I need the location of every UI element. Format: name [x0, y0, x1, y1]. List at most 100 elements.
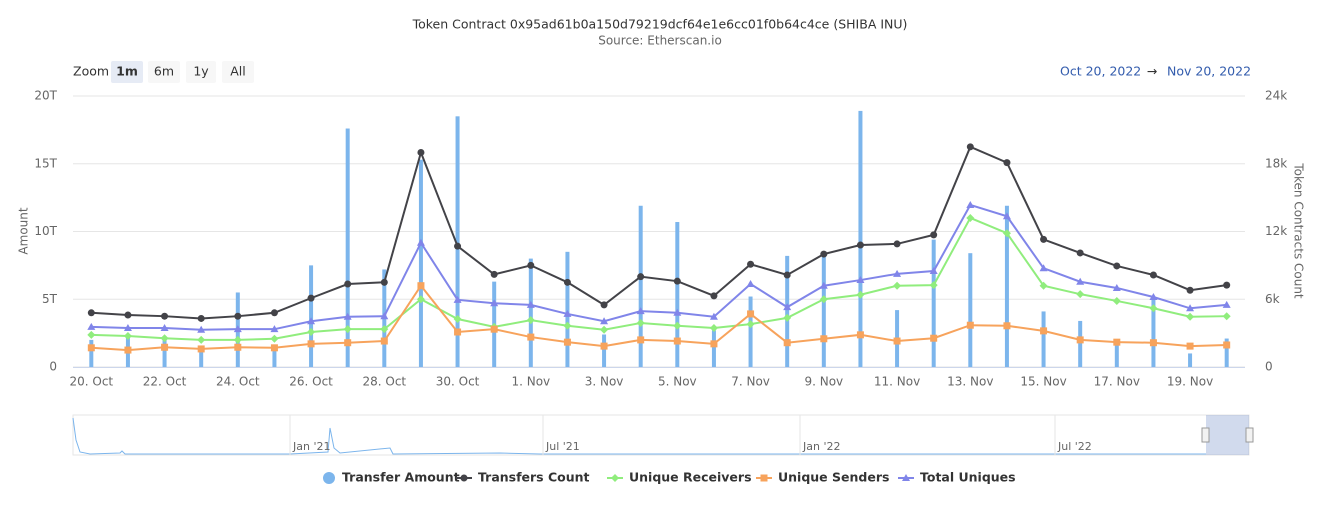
marker — [416, 238, 425, 246]
bar — [675, 222, 680, 367]
bar — [309, 265, 314, 367]
x-tick-label: 5. Nov — [658, 375, 697, 389]
legend-label[interactable]: Total Uniques — [920, 470, 1016, 485]
zoom-button-label: 1y — [193, 64, 209, 79]
zoom-button[interactable] — [111, 61, 143, 83]
marker — [600, 342, 608, 350]
marker — [527, 261, 535, 269]
navigator-handle[interactable] — [1201, 427, 1210, 443]
marker — [1002, 229, 1011, 238]
marker — [380, 278, 388, 286]
marker — [673, 321, 682, 330]
marker — [87, 309, 95, 317]
marker — [600, 301, 608, 309]
marker — [746, 280, 755, 288]
marker — [856, 241, 864, 249]
marker — [344, 280, 352, 288]
marker — [307, 294, 315, 302]
marker — [380, 312, 389, 320]
x-tick-label: 1. Nov — [511, 375, 550, 389]
marker — [710, 292, 718, 300]
y-tick-label: 5T — [42, 292, 58, 306]
legend-label[interactable]: Unique Receivers — [629, 470, 752, 485]
marker — [563, 278, 571, 286]
marker — [1076, 249, 1084, 257]
marker — [563, 338, 571, 346]
marker — [460, 474, 468, 482]
marker — [600, 317, 609, 325]
marker — [747, 310, 755, 318]
marker — [820, 335, 828, 343]
marker — [929, 267, 938, 275]
bar — [455, 116, 460, 367]
legend-label[interactable]: Unique Senders — [778, 470, 889, 485]
marker — [1002, 212, 1011, 220]
bar — [565, 251, 570, 367]
marker — [490, 325, 498, 333]
zoom-button[interactable] — [222, 61, 254, 83]
bar — [345, 128, 350, 367]
navigator-label: Jul '22 — [1057, 440, 1092, 453]
marker — [710, 340, 718, 348]
zoom-label: Zoom — [73, 64, 109, 79]
x-tick-label: 19. Nov — [1167, 375, 1213, 389]
marker — [270, 334, 279, 343]
marker — [902, 474, 910, 481]
marker — [417, 282, 425, 290]
line — [91, 216, 1227, 341]
marker — [929, 281, 938, 290]
marker — [307, 327, 316, 336]
bar — [821, 254, 826, 367]
bar — [602, 334, 607, 367]
marker — [197, 335, 206, 344]
bar — [858, 110, 863, 367]
marker — [1039, 281, 1048, 290]
marker — [966, 321, 974, 329]
bar — [968, 253, 973, 367]
bar — [748, 296, 753, 367]
marker — [1039, 264, 1048, 272]
navigator-handle[interactable] — [1245, 427, 1254, 443]
marker — [527, 333, 535, 341]
marker — [783, 271, 791, 279]
range-to: Nov 20, 2022 — [1167, 64, 1251, 79]
legend-label[interactable]: Transfer Amount — [342, 470, 460, 485]
zoom-button[interactable] — [186, 61, 216, 83]
marker — [893, 337, 901, 345]
zoom-button[interactable] — [148, 61, 180, 83]
marker — [453, 295, 462, 303]
navigator-selection[interactable] — [1206, 415, 1249, 455]
legend-symbol — [323, 472, 335, 484]
marker — [454, 328, 462, 336]
bar — [272, 346, 277, 367]
marker — [526, 300, 535, 308]
chart-title: Token Contract 0x95ad61b0a150d79219dcf64… — [412, 17, 908, 32]
x-tick-label: 7. Nov — [731, 375, 770, 389]
marker — [234, 343, 242, 351]
y2-tick-label: 0 — [1265, 360, 1273, 374]
series — [87, 282, 1231, 354]
y2-axis-title: Token Contracts Count — [1292, 162, 1306, 299]
marker — [746, 320, 755, 329]
marker — [526, 316, 535, 325]
marker — [161, 312, 169, 320]
marker — [1003, 159, 1011, 167]
marker — [233, 325, 242, 333]
marker — [636, 307, 645, 315]
bar — [785, 255, 790, 367]
marker — [1149, 271, 1157, 279]
marker — [160, 324, 169, 332]
bar — [1114, 339, 1119, 367]
marker — [123, 331, 132, 340]
marker — [1149, 292, 1158, 300]
marker — [1186, 304, 1195, 312]
y-tick-label: 10T — [34, 224, 57, 238]
zoom-button-label: All — [230, 64, 246, 79]
marker — [270, 344, 278, 352]
marker — [1186, 342, 1194, 350]
marker — [270, 309, 278, 317]
marker — [1186, 286, 1194, 294]
marker — [709, 312, 718, 320]
x-tick-label: 26. Oct — [289, 375, 333, 389]
legend-label[interactable]: Transfers Count — [478, 470, 590, 485]
